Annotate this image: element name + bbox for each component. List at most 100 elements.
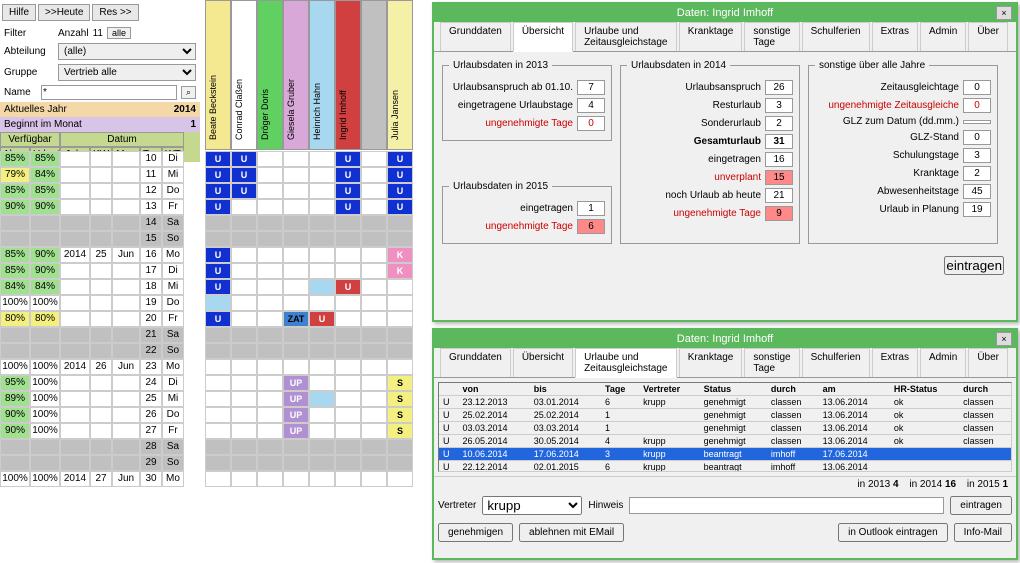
person-cell[interactable] xyxy=(257,359,283,375)
person-cell[interactable] xyxy=(309,215,335,231)
dialog1-close-button[interactable]: × xyxy=(996,6,1012,20)
tab[interactable]: sonstige Tage xyxy=(744,22,799,51)
outlook-button[interactable]: in Outlook eintragen xyxy=(838,523,948,542)
person-cell[interactable] xyxy=(361,407,387,423)
person-cell[interactable] xyxy=(309,295,335,311)
person-cell[interactable]: S xyxy=(387,407,413,423)
person-cell[interactable] xyxy=(361,375,387,391)
heute-button[interactable]: >>Heute xyxy=(38,4,90,21)
person-cell[interactable] xyxy=(309,199,335,215)
person-cell[interactable] xyxy=(361,327,387,343)
person-cell[interactable]: UP xyxy=(283,391,309,407)
person-cell[interactable] xyxy=(205,359,231,375)
person-cell[interactable]: U xyxy=(231,183,257,199)
person-cell[interactable] xyxy=(387,359,413,375)
person-cell[interactable] xyxy=(205,455,231,471)
person-cell[interactable]: U xyxy=(387,183,413,199)
person-cell[interactable] xyxy=(361,439,387,455)
person-cell[interactable]: U xyxy=(231,167,257,183)
person-cell[interactable]: U xyxy=(205,263,231,279)
person-column-header[interactable]: Ingrid Imhoff xyxy=(335,0,361,150)
person-cell[interactable]: U xyxy=(387,151,413,167)
person-cell[interactable] xyxy=(309,423,335,439)
gruppe-select[interactable]: Vertrieb alle xyxy=(58,64,196,81)
person-cell[interactable] xyxy=(257,295,283,311)
person-cell[interactable] xyxy=(283,455,309,471)
dialog2-close-button[interactable]: × xyxy=(996,332,1012,346)
person-cell[interactable] xyxy=(257,231,283,247)
person-cell[interactable] xyxy=(231,231,257,247)
infomail-button[interactable]: Info-Mail xyxy=(954,523,1012,542)
person-cell[interactable] xyxy=(283,167,309,183)
person-cell[interactable] xyxy=(231,327,257,343)
person-cell[interactable] xyxy=(387,471,413,487)
person-cell[interactable] xyxy=(309,407,335,423)
person-cell[interactable] xyxy=(361,359,387,375)
person-cell[interactable]: U xyxy=(335,183,361,199)
person-cell[interactable] xyxy=(361,279,387,295)
person-column-header[interactable]: Beate Beckstein xyxy=(205,0,231,150)
person-cell[interactable] xyxy=(283,471,309,487)
person-cell[interactable] xyxy=(309,151,335,167)
person-cell[interactable] xyxy=(257,375,283,391)
person-cell[interactable] xyxy=(361,471,387,487)
person-cell[interactable] xyxy=(283,151,309,167)
tab[interactable]: Übersicht xyxy=(513,348,573,377)
res-button[interactable]: Res >> xyxy=(92,4,138,21)
tab[interactable]: Über xyxy=(968,348,1008,377)
person-cell[interactable] xyxy=(387,295,413,311)
person-cell[interactable] xyxy=(335,471,361,487)
person-cell[interactable]: U xyxy=(205,151,231,167)
person-cell[interactable] xyxy=(361,199,387,215)
person-cell[interactable] xyxy=(361,215,387,231)
hinweis-input[interactable] xyxy=(629,497,944,514)
ablehnen-button[interactable]: ablehnen mit EMail xyxy=(519,523,624,542)
person-cell[interactable] xyxy=(387,279,413,295)
person-cell[interactable]: UP xyxy=(283,423,309,439)
person-cell[interactable] xyxy=(335,391,361,407)
person-column-header[interactable]: Heinrich Hahn xyxy=(309,0,335,150)
person-cell[interactable]: U xyxy=(335,279,361,295)
person-cell[interactable]: ZAT xyxy=(283,311,309,327)
person-column-header[interactable]: Julia Jansen xyxy=(387,0,413,150)
person-cell[interactable]: K xyxy=(387,263,413,279)
person-cell[interactable] xyxy=(257,263,283,279)
person-cell[interactable] xyxy=(283,359,309,375)
person-cell[interactable] xyxy=(309,375,335,391)
person-cell[interactable] xyxy=(231,279,257,295)
person-cell[interactable] xyxy=(309,439,335,455)
person-cell[interactable] xyxy=(231,423,257,439)
person-cell[interactable] xyxy=(231,199,257,215)
person-cell[interactable] xyxy=(283,231,309,247)
person-cell[interactable]: U xyxy=(205,183,231,199)
person-cell[interactable] xyxy=(387,439,413,455)
person-cell[interactable] xyxy=(231,359,257,375)
person-cell[interactable] xyxy=(205,407,231,423)
person-cell[interactable] xyxy=(335,375,361,391)
person-cell[interactable] xyxy=(309,263,335,279)
person-cell[interactable]: K xyxy=(387,247,413,263)
person-cell[interactable] xyxy=(335,327,361,343)
person-cell[interactable]: U xyxy=(205,167,231,183)
person-cell[interactable] xyxy=(257,423,283,439)
person-cell[interactable] xyxy=(309,183,335,199)
person-cell[interactable] xyxy=(231,311,257,327)
person-cell[interactable] xyxy=(361,183,387,199)
person-cell[interactable] xyxy=(257,391,283,407)
person-cell[interactable] xyxy=(231,247,257,263)
person-cell[interactable] xyxy=(387,231,413,247)
person-cell[interactable]: U xyxy=(309,311,335,327)
tab[interactable]: Grunddaten xyxy=(440,22,511,51)
person-cell[interactable] xyxy=(257,327,283,343)
person-cell[interactable] xyxy=(387,343,413,359)
person-cell[interactable] xyxy=(257,455,283,471)
person-cell[interactable]: U xyxy=(335,151,361,167)
tab[interactable]: Urlaube und Zeitausgleichstage xyxy=(575,348,677,378)
person-cell[interactable] xyxy=(335,247,361,263)
person-cell[interactable] xyxy=(257,279,283,295)
person-cell[interactable]: U xyxy=(231,151,257,167)
person-cell[interactable] xyxy=(335,231,361,247)
person-cell[interactable] xyxy=(335,295,361,311)
person-cell[interactable] xyxy=(231,343,257,359)
person-cell[interactable] xyxy=(309,455,335,471)
